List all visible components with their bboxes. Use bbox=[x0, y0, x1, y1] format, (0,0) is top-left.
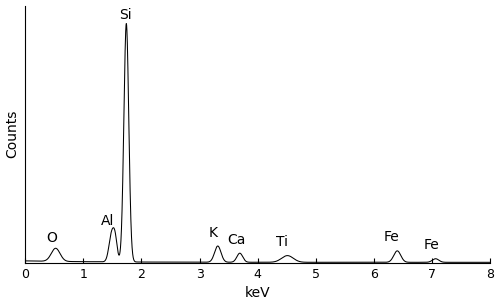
Text: Fe: Fe bbox=[384, 230, 400, 244]
Text: Fe: Fe bbox=[423, 238, 439, 252]
Text: K: K bbox=[209, 226, 218, 240]
Text: Ti: Ti bbox=[276, 235, 288, 249]
Text: Al: Al bbox=[101, 214, 114, 228]
Y-axis label: Counts: Counts bbox=[6, 110, 20, 159]
Text: Ca: Ca bbox=[227, 233, 246, 247]
X-axis label: keV: keV bbox=[245, 286, 270, 300]
Text: O: O bbox=[46, 231, 56, 245]
Text: Si: Si bbox=[119, 8, 132, 22]
